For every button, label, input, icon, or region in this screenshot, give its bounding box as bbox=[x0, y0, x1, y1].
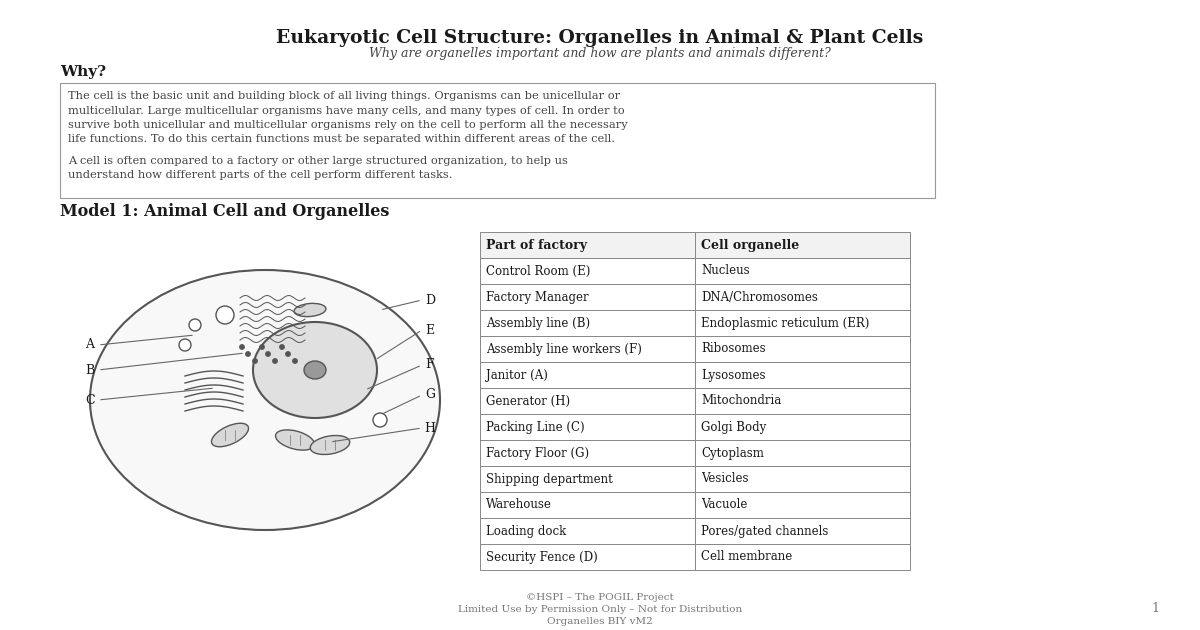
Bar bbox=[60, 83, 935, 198]
Text: Nucleus: Nucleus bbox=[701, 265, 750, 277]
Text: Factory Manager: Factory Manager bbox=[486, 290, 589, 304]
Bar bbox=[480, 492, 695, 518]
Text: Cytoplasm: Cytoplasm bbox=[701, 447, 764, 459]
Text: survive both unicellular and multicellular organisms rely on the cell to perform: survive both unicellular and multicellul… bbox=[68, 120, 628, 130]
Bar bbox=[695, 466, 910, 492]
Circle shape bbox=[216, 306, 234, 324]
Text: Security Fence (D): Security Fence (D) bbox=[486, 551, 598, 563]
Circle shape bbox=[280, 345, 284, 349]
Text: E: E bbox=[426, 323, 434, 336]
Text: multicellular. Large multicellular organisms have many cells, and many types of : multicellular. Large multicellular organ… bbox=[68, 105, 625, 115]
Text: Lysosomes: Lysosomes bbox=[701, 369, 766, 382]
Ellipse shape bbox=[90, 270, 440, 530]
Text: Model 1: Animal Cell and Organelles: Model 1: Animal Cell and Organelles bbox=[60, 203, 389, 220]
Bar bbox=[480, 336, 695, 362]
Circle shape bbox=[266, 352, 270, 356]
Text: Generator (H): Generator (H) bbox=[486, 394, 570, 408]
Text: Janitor (A): Janitor (A) bbox=[486, 369, 548, 382]
Text: ©HSPI – The POGIL Project: ©HSPI – The POGIL Project bbox=[526, 592, 674, 602]
Text: B: B bbox=[85, 364, 95, 377]
Bar bbox=[480, 518, 695, 544]
Bar bbox=[480, 544, 695, 570]
Ellipse shape bbox=[311, 435, 349, 454]
Text: Assembly line (B): Assembly line (B) bbox=[486, 316, 590, 329]
Text: H: H bbox=[425, 421, 436, 435]
Text: Mitochondria: Mitochondria bbox=[701, 394, 781, 408]
Text: Organelles BIY vM2: Organelles BIY vM2 bbox=[547, 617, 653, 626]
Circle shape bbox=[253, 359, 257, 364]
Circle shape bbox=[246, 352, 250, 356]
Circle shape bbox=[260, 345, 264, 349]
Ellipse shape bbox=[294, 304, 326, 317]
Text: Assembly line workers (F): Assembly line workers (F) bbox=[486, 343, 642, 355]
Text: Why are organelles important and how are plants and animals different?: Why are organelles important and how are… bbox=[370, 47, 830, 60]
Text: Pores/gated channels: Pores/gated channels bbox=[701, 525, 828, 537]
Bar bbox=[695, 440, 910, 466]
Text: Part of factory: Part of factory bbox=[486, 239, 587, 251]
Ellipse shape bbox=[211, 423, 248, 447]
Bar bbox=[480, 440, 695, 466]
Bar bbox=[695, 284, 910, 310]
Text: Loading dock: Loading dock bbox=[486, 525, 566, 537]
Text: Factory Floor (G): Factory Floor (G) bbox=[486, 447, 589, 459]
Text: Vesicles: Vesicles bbox=[701, 472, 749, 486]
Text: Golgi Body: Golgi Body bbox=[701, 420, 767, 433]
Bar bbox=[695, 388, 910, 414]
Bar bbox=[480, 232, 695, 258]
Text: The cell is the basic unit and building block of all living things. Organisms ca: The cell is the basic unit and building … bbox=[68, 91, 620, 101]
Circle shape bbox=[373, 413, 386, 427]
Text: Packing Line (C): Packing Line (C) bbox=[486, 420, 584, 433]
Text: Warehouse: Warehouse bbox=[486, 498, 552, 512]
Text: C: C bbox=[85, 394, 95, 406]
Text: Vacuole: Vacuole bbox=[701, 498, 748, 512]
Bar bbox=[695, 414, 910, 440]
Ellipse shape bbox=[253, 322, 377, 418]
Text: life functions. To do this certain functions must be separated within different : life functions. To do this certain funct… bbox=[68, 134, 616, 144]
Text: Limited Use by Permission Only – Not for Distribution: Limited Use by Permission Only – Not for… bbox=[458, 605, 742, 614]
Bar bbox=[695, 336, 910, 362]
Text: understand how different parts of the cell perform different tasks.: understand how different parts of the ce… bbox=[68, 171, 452, 181]
Bar bbox=[480, 362, 695, 388]
Text: D: D bbox=[425, 294, 436, 307]
Bar bbox=[480, 414, 695, 440]
Bar bbox=[695, 544, 910, 570]
Ellipse shape bbox=[276, 430, 314, 450]
Text: DNA/Chromosomes: DNA/Chromosomes bbox=[701, 290, 818, 304]
Bar bbox=[480, 284, 695, 310]
Bar bbox=[695, 310, 910, 336]
Text: Shipping department: Shipping department bbox=[486, 472, 613, 486]
Bar bbox=[695, 232, 910, 258]
Bar bbox=[695, 362, 910, 388]
Circle shape bbox=[293, 359, 298, 364]
Text: A: A bbox=[85, 338, 95, 352]
Circle shape bbox=[179, 339, 191, 351]
Text: Eukaryotic Cell Structure: Organelles in Animal & Plant Cells: Eukaryotic Cell Structure: Organelles in… bbox=[276, 29, 924, 47]
Bar bbox=[480, 466, 695, 492]
Text: 1: 1 bbox=[1151, 602, 1159, 616]
Bar bbox=[480, 388, 695, 414]
Text: G: G bbox=[425, 389, 436, 401]
Text: Why?: Why? bbox=[60, 65, 106, 79]
Bar bbox=[695, 492, 910, 518]
Text: Ribosomes: Ribosomes bbox=[701, 343, 766, 355]
Bar bbox=[480, 310, 695, 336]
Bar bbox=[695, 518, 910, 544]
Text: Cell organelle: Cell organelle bbox=[701, 239, 799, 251]
Text: Endoplasmic reticulum (ER): Endoplasmic reticulum (ER) bbox=[701, 316, 869, 329]
Circle shape bbox=[190, 319, 202, 331]
Bar bbox=[480, 258, 695, 284]
Text: F: F bbox=[426, 358, 434, 372]
Bar bbox=[695, 258, 910, 284]
Text: Control Room (E): Control Room (E) bbox=[486, 265, 590, 277]
Circle shape bbox=[286, 352, 290, 356]
Text: A cell is often compared to a factory or other large structured organization, to: A cell is often compared to a factory or… bbox=[68, 156, 568, 166]
Circle shape bbox=[272, 359, 277, 364]
Ellipse shape bbox=[304, 361, 326, 379]
Text: Cell membrane: Cell membrane bbox=[701, 551, 792, 563]
Circle shape bbox=[240, 345, 245, 349]
